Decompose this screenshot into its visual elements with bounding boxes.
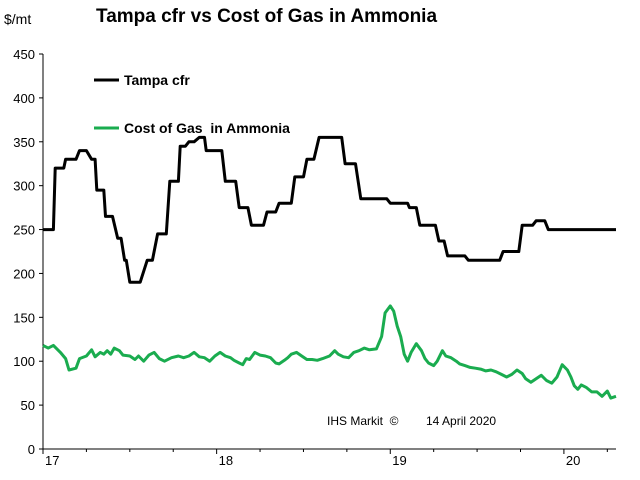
x-axis: 17 18 19 20 bbox=[42, 449, 608, 468]
x-tick-label: 20 bbox=[566, 453, 580, 468]
y-tick-label: 250 bbox=[13, 223, 35, 238]
y-tick-label: 350 bbox=[13, 135, 35, 150]
y-tick-label: 300 bbox=[13, 179, 35, 194]
x-tick-label: 19 bbox=[392, 453, 406, 468]
x-tick-label: 17 bbox=[45, 453, 59, 468]
series-line-cost-of-gas-in-ammonia bbox=[42, 304, 617, 400]
y-axis: 0 50 100 150 200 250 300 350 400 450 bbox=[13, 47, 43, 457]
y-tick-label: 450 bbox=[13, 47, 35, 62]
y-axis-label: $/mt bbox=[4, 11, 31, 27]
y-tick-label: 100 bbox=[13, 354, 35, 369]
series-line-tampa-cfr bbox=[43, 135, 616, 284]
date-annotation: 14 April 2020 bbox=[426, 414, 496, 428]
y-tick-label: 400 bbox=[13, 91, 35, 106]
x-tick-label: 18 bbox=[219, 453, 233, 468]
y-tick-label: 150 bbox=[13, 310, 35, 325]
series-layer bbox=[42, 135, 617, 400]
source-annotation: IHS Markit © bbox=[327, 414, 399, 428]
y-tick-label: 200 bbox=[13, 266, 35, 281]
chart-title: Tampa cfr vs Cost of Gas in Ammonia bbox=[96, 6, 437, 27]
legend-label-tampa-cfr: Tampa cfr bbox=[124, 72, 190, 88]
legend: Tampa cfr Cost of Gas in Ammonia bbox=[94, 72, 290, 136]
y-tick-label: 50 bbox=[21, 398, 35, 413]
legend-label-cost-of-gas: Cost of Gas in Ammonia bbox=[124, 120, 290, 136]
y-tick-label: 0 bbox=[28, 442, 35, 457]
